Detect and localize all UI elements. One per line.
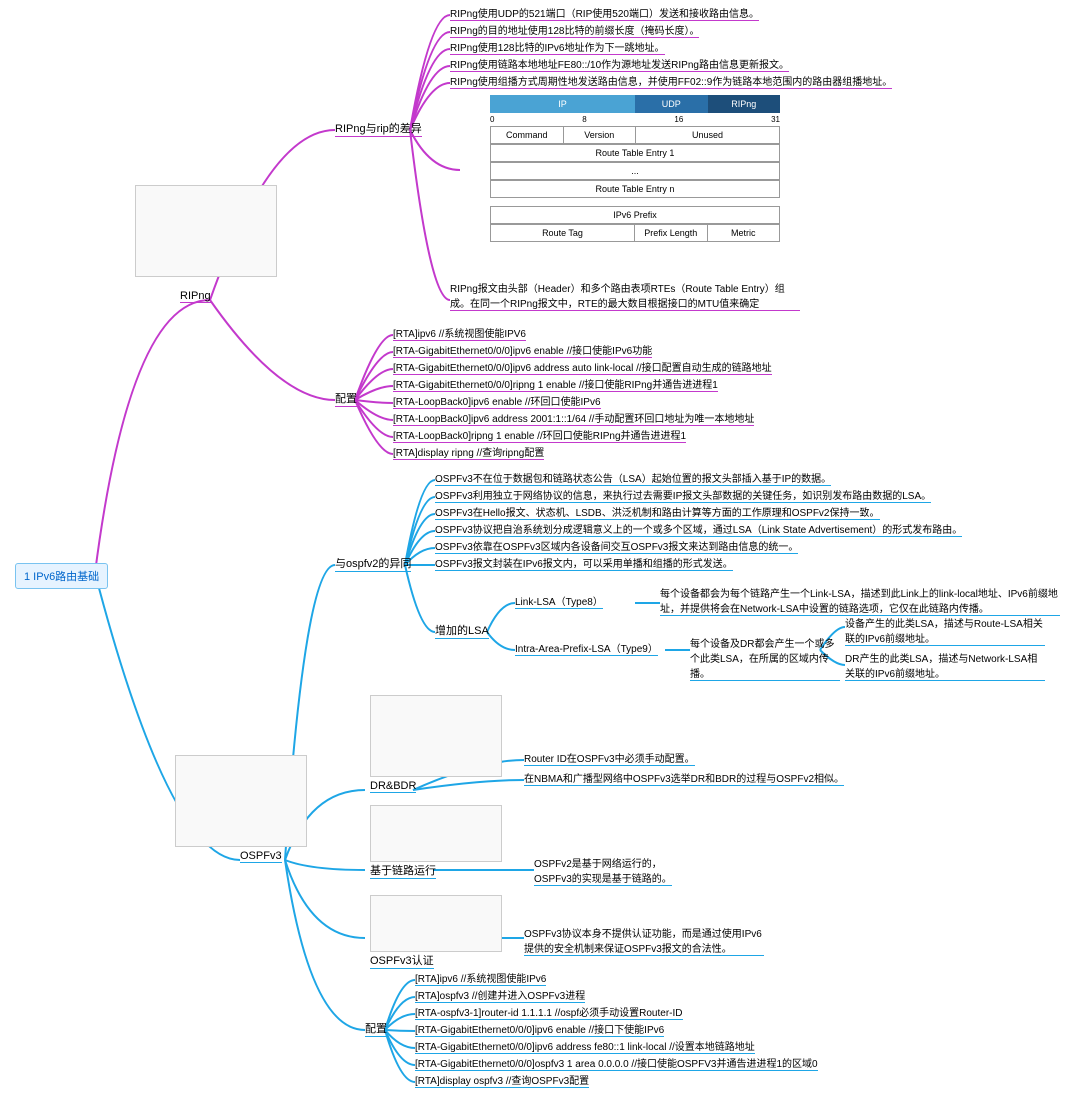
lsa-l2e1: 设备产生的此类LSA，描述与Route-LSA相关联的IPv6前缀地址。 xyxy=(845,615,1045,646)
ripng-cfg-3: [RTA-GigabitEthernet0/0/0]ripng 1 enable… xyxy=(393,376,718,392)
auth-dia xyxy=(370,895,502,952)
ripng-cfg-2: [RTA-GigabitEthernet0/0/0]ipv6 address a… xyxy=(393,359,772,375)
ospf-diff-2: OSPFv3在Hello报文、状态机、LSDB、洪泛机制和路由计算等方面的工作原… xyxy=(435,504,880,520)
link-dia xyxy=(370,805,502,862)
root-node[interactable]: 1 IPv6路由基础 xyxy=(15,563,108,589)
ripng-packet-desc: RIPng报文由头部（Header）和多个路由表项RTEs（Route Tabl… xyxy=(450,280,800,311)
ripng-cfg-0: [RTA]ipv6 //系统视图使能IPV6 xyxy=(393,325,526,341)
ripng-diff-node[interactable]: RIPng与rip的差异 xyxy=(335,120,422,137)
ospf-node[interactable]: OSPFv3 xyxy=(240,850,282,863)
drbdr-0: Router ID在OSPFv3中必须手动配置。 xyxy=(524,750,695,766)
drbdr-1: 在NBMA和广播型网络中OSPFv3选举DR和BDR的过程与OSPFv2相似。 xyxy=(524,770,844,786)
add-lsa-node[interactable]: 增加的LSA xyxy=(435,622,489,639)
lsa-l1d: 每个设备都会为每个链路产生一个Link-LSA，描述到此Link上的link-l… xyxy=(660,585,1060,616)
ospf-diff-4: OSPFv3依靠在OSPFv3区域内各设备间交互OSPFv3报文来达到路由信息的… xyxy=(435,538,798,554)
ripng-cfg-node[interactable]: 配置 xyxy=(335,390,357,407)
auth-node[interactable]: OSPFv3认证 xyxy=(370,952,434,969)
ospf-diff-5: OSPFv3报文封装在IPv6报文内，可以采用单播和组播的形式发送。 xyxy=(435,555,733,571)
ripng-diff-3: RIPng使用链路本地地址FE80::/10作为源地址发送RIPng路由信息更新… xyxy=(450,56,789,72)
ospf-diff-1: OSPFv3利用独立于网络协议的信息，来执行过去需要IP报文头部数据的关键任务，… xyxy=(435,487,931,503)
ripng-cfg-4: [RTA-LoopBack0]ipv6 enable //环回口使能IPv6 xyxy=(393,393,601,409)
ripng-packet: IPUDPRIPng 081631 CommandVersionUnused R… xyxy=(490,95,780,242)
ripng-diff-4: RIPng使用组播方式周期性地发送路由信息，并使用FF02::9作为链路本地范围… xyxy=(450,73,892,89)
ripng-cfg-1: [RTA-GigabitEthernet0/0/0]ipv6 enable //… xyxy=(393,342,652,358)
ospf-cfg-5: [RTA-GigabitEthernet0/0/0]ospfv3 1 area … xyxy=(415,1055,818,1071)
ospf-topology xyxy=(175,755,307,847)
ospf-cfg-2: [RTA-ospfv3-1]router-id 1.1.1.1 //ospf必须… xyxy=(415,1004,683,1020)
link-node[interactable]: 基于链路运行 xyxy=(370,862,436,879)
ripng-cfg-6: [RTA-LoopBack0]ripng 1 enable //环回口使能RIP… xyxy=(393,427,686,443)
lsa-l2d: 每个设备及DR都会产生一个或多个此类LSA，在所属的区域内传播。 xyxy=(690,635,840,681)
ospf-cfg-1: [RTA]ospfv3 //创建并进入OSPFv3进程 xyxy=(415,987,585,1003)
lsa-l2e2: DR产生的此类LSA，描述与Network-LSA相关联的IPv6前缀地址。 xyxy=(845,650,1045,681)
lsa-l2: Intra-Area-Prefix-LSA（Type9） xyxy=(515,640,658,656)
ospf-cfg-3: [RTA-GigabitEthernet0/0/0]ipv6 enable //… xyxy=(415,1021,664,1037)
ripng-cfg-5: [RTA-LoopBack0]ipv6 address 2001:1::1/64… xyxy=(393,410,754,426)
drbdr-dia xyxy=(370,695,502,777)
link-desc: OSPFv2是基于网络运行的， OSPFv3的实现是基于链路的。 xyxy=(534,855,672,886)
ripng-diff-0: RIPng使用UDP的521端口（RIP使用520端口）发送和接收路由信息。 xyxy=(450,5,759,21)
ripng-node[interactable]: RIPng xyxy=(180,290,211,303)
ripng-cfg-7: [RTA]display ripng //查询ripng配置 xyxy=(393,444,544,460)
ospf-diff-node[interactable]: 与ospfv2的异同 xyxy=(335,555,411,572)
ospf-cfg-0: [RTA]ipv6 //系统视图使能IPv6 xyxy=(415,970,546,986)
ospf-diff-0: OSPFv3不在位于数据包和链路状态公告（LSA）起始位置的报文头部插入基于IP… xyxy=(435,470,831,486)
ospf-cfg-node[interactable]: 配置 xyxy=(365,1020,387,1037)
ospf-cfg-4: [RTA-GigabitEthernet0/0/0]ipv6 address f… xyxy=(415,1038,755,1054)
ospf-diff-3: OSPFv3协议把自治系统划分成逻辑意义上的一个或多个区域，通过LSA（Link… xyxy=(435,521,962,537)
lsa-l1: Link-LSA（Type8） xyxy=(515,593,603,609)
ripng-diff-1: RIPng的目的地址使用128比特的前缀长度（掩码长度）。 xyxy=(450,22,699,38)
ripng-diff-2: RIPng使用128比特的IPv6地址作为下一跳地址。 xyxy=(450,39,665,55)
ospf-cfg-6: [RTA]display ospfv3 //查询OSPFv3配置 xyxy=(415,1072,589,1088)
drbdr-node[interactable]: DR&BDR xyxy=(370,780,416,793)
auth-desc: OSPFv3协议本身不提供认证功能，而是通过使用IPv6提供的安全机制来保证OS… xyxy=(524,925,764,956)
ripng-topology xyxy=(135,185,277,277)
